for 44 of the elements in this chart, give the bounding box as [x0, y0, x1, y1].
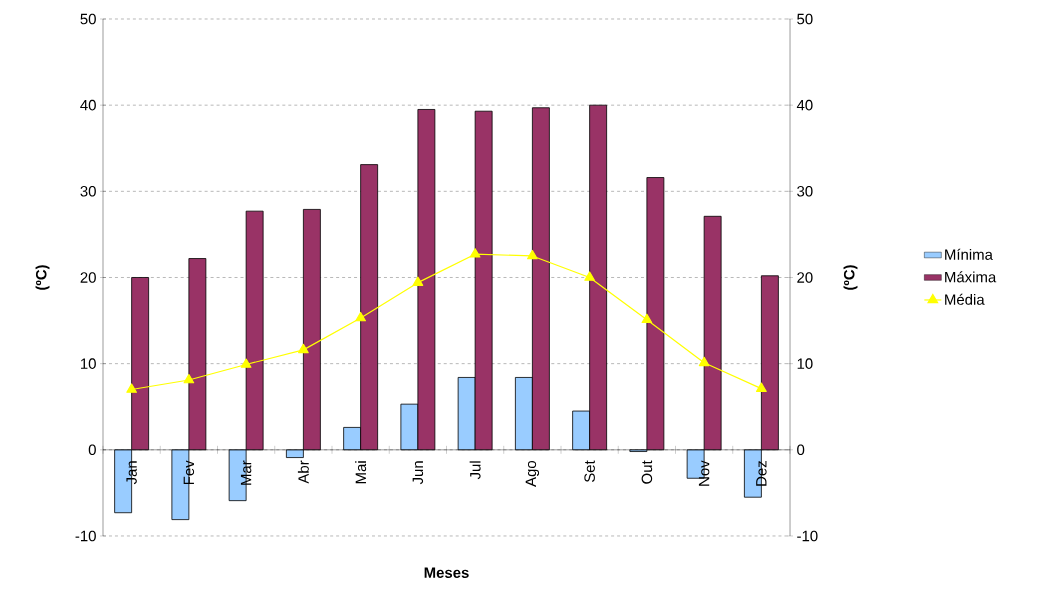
x-tick-label: Jun	[412, 461, 424, 485]
point	[641, 313, 653, 324]
point	[240, 358, 252, 368]
y2-tick-label: 30	[797, 186, 813, 197]
y2-tick-label: 0	[797, 444, 805, 456]
y-axis-title: (ºC)	[35, 265, 50, 290]
y2-tick-label: -10	[797, 530, 818, 542]
y-tick-label: -10	[75, 530, 96, 542]
x-tick-label: Dez	[756, 461, 767, 486]
legend-label: Média	[945, 293, 985, 305]
point	[183, 373, 195, 384]
legend-label: Máxima	[945, 271, 997, 283]
x-tick-label: Mai	[355, 461, 367, 484]
y2-tick-label: 50	[797, 13, 813, 25]
x-tick-label: Set	[584, 460, 595, 483]
point	[126, 383, 137, 393]
x-tick-label: Fev	[183, 460, 195, 485]
y-tick-label: 30	[80, 186, 96, 197]
y2-tick-label: 10	[797, 358, 813, 369]
point	[527, 249, 538, 260]
x-tick-label: Nov	[698, 460, 710, 486]
x-tick-label: Ago	[525, 460, 540, 487]
point	[469, 248, 481, 258]
point	[698, 356, 710, 367]
y-tick-label: 20	[80, 272, 96, 283]
x-tick-label: Out	[641, 460, 653, 484]
y2-tick-label: 20	[797, 272, 813, 283]
point	[298, 343, 309, 354]
x-tick-label: Mar	[240, 460, 252, 485]
y2-axis-title: (ºC)	[843, 265, 858, 290]
y-tick-label: 0	[88, 444, 96, 456]
x-axis-title: Meses	[424, 567, 469, 578]
x-tick-label: Jan	[126, 461, 137, 485]
y-tick-label: 50	[80, 13, 96, 25]
legend-label: Mínima	[945, 248, 993, 260]
y-tick-label: 10	[81, 358, 96, 369]
x-tick-label: Abr	[297, 460, 309, 484]
point	[584, 271, 595, 281]
y2-tick-label: 40	[796, 99, 813, 111]
point	[756, 382, 767, 392]
point	[355, 311, 366, 322]
point	[412, 276, 424, 287]
x-tick-label: Jul	[469, 461, 481, 480]
y-tick-label: 40	[80, 99, 96, 111]
